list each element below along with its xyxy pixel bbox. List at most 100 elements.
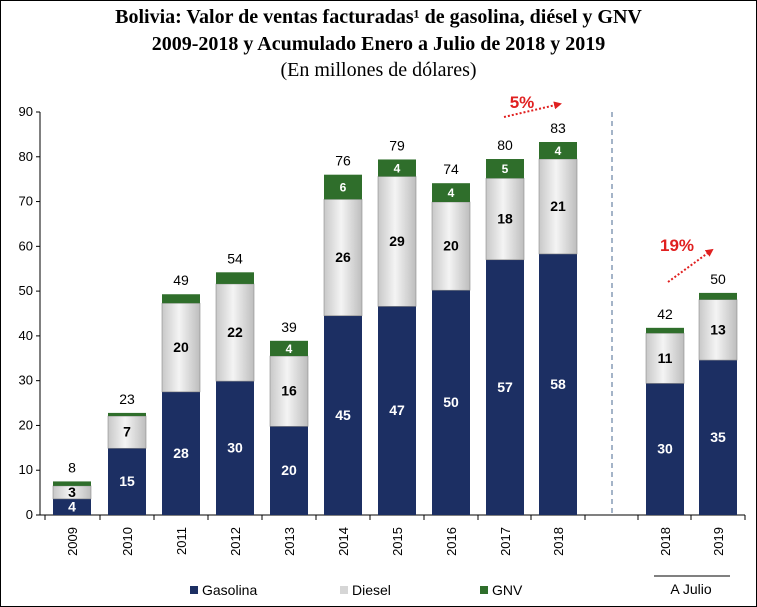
bar-gasolina-2012 <box>216 381 254 515</box>
bar-gasolina-2015 <box>378 306 416 515</box>
bar-gasolina-2017 <box>486 259 524 515</box>
y-tick-label: 90 <box>19 104 33 119</box>
legend-item-gnv: GNV <box>480 582 522 598</box>
bar-diesel-2018 <box>538 158 578 255</box>
bar-gnv-2017 <box>486 159 524 179</box>
data-label-diesel: 13 <box>710 321 726 337</box>
x-tick-label: 2016 <box>444 527 459 556</box>
data-label-gasolina: 35 <box>710 429 726 445</box>
bar-gnv-2018 <box>539 142 577 160</box>
data-label-gasolina: 20 <box>281 462 297 478</box>
bar-gasolina-2010 <box>108 448 146 515</box>
bar-diesel-2018 <box>645 332 685 384</box>
data-labels: 4381572328204930225420164394526676472947… <box>68 120 726 514</box>
total-label: 54 <box>227 250 243 266</box>
group-label: A Julio <box>670 581 711 597</box>
data-label-diesel: 26 <box>335 249 351 265</box>
data-label-gnv: 4 <box>448 186 455 200</box>
total-label: 74 <box>443 161 459 177</box>
chart-subtitle-units: (En millones de dólares) <box>280 59 477 81</box>
bar-gnv-2011 <box>162 294 200 304</box>
legend-label-gnv: GNV <box>492 582 523 598</box>
bar-gnv-2015 <box>378 159 416 177</box>
bar-gasolina-2014 <box>324 315 362 515</box>
x-tick-label: 2017 <box>498 527 513 556</box>
bar-gasolina-2009 <box>53 498 91 515</box>
data-label-gasolina: 57 <box>497 379 513 395</box>
growth-arrow-partial <box>667 248 714 283</box>
y-tick-label: 20 <box>19 417 33 432</box>
bar-gnv-2013 <box>270 340 308 357</box>
total-label: 80 <box>497 137 513 153</box>
bar-diesel-2017 <box>485 177 525 261</box>
legend-item-gasolina: Gasolina <box>190 582 257 598</box>
bar-gnv-2019 <box>699 292 737 300</box>
data-label-diesel: 29 <box>389 233 405 249</box>
growth-arrow-annual <box>503 101 562 118</box>
legend-swatch-gnv <box>480 586 488 594</box>
data-label-gnv: 4 <box>555 144 562 158</box>
y-tick-label: 60 <box>19 238 33 253</box>
bar-diesel-2012 <box>215 283 255 382</box>
bar-diesel-2010 <box>107 415 147 449</box>
chart-title: Bolivia: Valor de ventas facturadas¹ de … <box>115 6 642 28</box>
y-tick-label: 40 <box>19 328 33 343</box>
data-label-gasolina: 30 <box>227 440 243 456</box>
total-label: 39 <box>281 319 297 335</box>
data-label-gasolina: 58 <box>550 376 566 392</box>
y-tick-label: 80 <box>19 149 33 164</box>
x-tick-label: 2018 <box>658 527 673 556</box>
data-label-gnv: 5 <box>502 162 509 176</box>
data-label-gasolina: 45 <box>335 407 351 423</box>
total-label: 50 <box>710 271 726 287</box>
total-label: 79 <box>389 137 405 153</box>
data-label-diesel: 22 <box>227 324 243 340</box>
x-tick-label: 2010 <box>120 527 135 556</box>
legend-label-gasolina: Gasolina <box>202 582 258 598</box>
data-label-gnv: 6 <box>340 181 347 195</box>
total-label: 49 <box>173 272 189 288</box>
bar-gnv-2009 <box>53 481 91 486</box>
bar-gnv-2018 <box>646 327 684 334</box>
data-label-diesel: 3 <box>68 484 76 500</box>
x-tick-label: 2012 <box>228 527 243 556</box>
total-label: 42 <box>657 306 673 322</box>
total-label: 76 <box>335 153 351 169</box>
bar-gasolina-2016 <box>432 290 470 515</box>
bar-gnv-2016 <box>432 183 470 203</box>
bar-gnv-2014 <box>324 174 362 200</box>
x-tick-label: 2015 <box>390 527 405 556</box>
legend-item-diesel: Diesel <box>340 582 391 598</box>
bar-diesel-2013 <box>269 355 309 427</box>
legend-label-diesel: Diesel <box>352 582 391 598</box>
x-tick-label: 2018 <box>551 527 566 556</box>
data-label-gasolina: 50 <box>443 394 459 410</box>
legend-swatch-diesel <box>340 586 348 594</box>
growth-annotation-annual: 5% <box>510 93 535 112</box>
bar-diesel-2016 <box>431 201 471 291</box>
data-label-diesel: 16 <box>281 383 297 399</box>
y-tick-label: 10 <box>19 462 33 477</box>
data-label-gnv: 4 <box>394 161 401 175</box>
bar-diesel-2015 <box>377 176 417 307</box>
data-label-diesel: 7 <box>123 424 131 440</box>
data-label-diesel: 20 <box>443 238 459 254</box>
data-label-diesel: 18 <box>497 211 513 227</box>
data-label-gasolina: 47 <box>389 402 405 418</box>
y-tick-label: 0 <box>26 507 33 522</box>
data-label-gnv: 4 <box>286 342 293 356</box>
y-tick-label: 50 <box>19 283 33 298</box>
bar-gasolina-2018 <box>539 253 577 515</box>
data-label-diesel: 20 <box>173 339 189 355</box>
bars <box>52 142 738 515</box>
x-tick-label: 2014 <box>336 527 351 556</box>
data-label-gasolina: 15 <box>119 473 135 489</box>
data-label-diesel: 11 <box>658 350 673 366</box>
x-tick-label: 2009 <box>65 527 80 556</box>
annotations: 5% 19% <box>503 93 714 283</box>
total-label: 8 <box>68 459 76 475</box>
legend-swatch-gasolina <box>190 586 198 594</box>
data-label-gasolina: 30 <box>657 441 673 457</box>
bar-gasolina-2011 <box>162 391 200 515</box>
